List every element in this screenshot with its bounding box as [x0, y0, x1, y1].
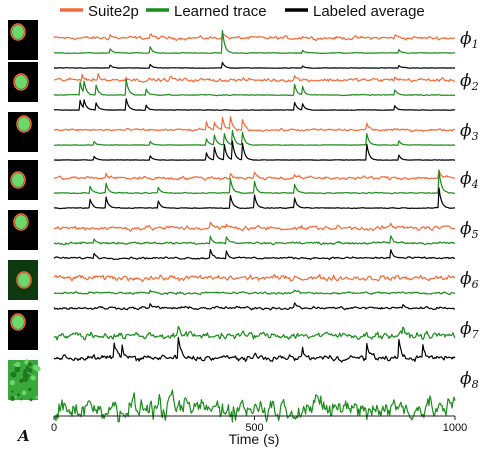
series-line-suite2p-row-1	[53, 33, 456, 42]
series-line-labeled-average-row-4	[53, 187, 456, 210]
series-line-suite2p-row-3	[53, 116, 456, 133]
series-line-suite2p-row-5	[53, 221, 456, 232]
cell-thumbnails	[8, 20, 41, 402]
series-line-labeled-average-row-6	[53, 302, 456, 311]
x-tick-label: 1000	[443, 422, 467, 434]
cell-thumbnail-4	[8, 160, 38, 200]
legend-label-learned-trace: Learned trace	[174, 3, 267, 20]
series-line-learned-trace-row-1	[53, 29, 456, 55]
row-label-2: ϕ2	[460, 71, 479, 93]
row-label-3: ϕ3	[460, 121, 479, 143]
row-label-symbol: ϕ	[460, 269, 472, 289]
row-label-5: ϕ5	[460, 219, 479, 241]
x-axis: 0 500 1000 Time (s)	[51, 415, 467, 447]
cell-thumbnail-2	[8, 62, 38, 102]
row-label-symbol: ϕ	[460, 319, 472, 339]
cell-thumbnail-6	[8, 260, 38, 300]
series-line-labeled-average-row-7	[53, 336, 456, 363]
series-line-suite2p-row-4	[53, 169, 456, 181]
series-line-learned-trace-row-2	[54, 78, 455, 97]
series-line-learned-trace-row-5	[53, 235, 456, 246]
series-line-labeled-average-row-2	[54, 98, 456, 112]
trace-row-4	[53, 169, 456, 210]
series-line-suite2p-row-2	[53, 73, 456, 83]
row-label-6: ϕ6	[460, 269, 479, 291]
row-label-symbol: ϕ	[460, 71, 472, 91]
cell-thumbnail-1	[8, 20, 38, 60]
cell-thumbnail-8	[8, 359, 41, 402]
series-line-learned-trace-row-3	[53, 130, 456, 146]
row-label-symbol: ϕ	[460, 169, 472, 189]
x-tick-label: 0	[51, 422, 57, 434]
trace-row-8	[53, 389, 456, 423]
row-label-subscript: 1	[472, 38, 479, 51]
row-label-subscript: 4	[471, 178, 479, 191]
row-label-subscript: 6	[472, 278, 479, 291]
series-line-learned-trace-row-4	[53, 169, 456, 195]
row-label-1: ϕ1	[460, 29, 479, 51]
panel-label: A	[16, 427, 30, 445]
row-label-subscript: 2	[471, 80, 479, 93]
row-label-symbol: ϕ	[460, 369, 472, 389]
row-label-8: ϕ8	[460, 369, 479, 391]
row-label-subscript: 8	[472, 378, 479, 391]
series-line-learned-trace-row-6	[53, 289, 456, 296]
legend-label-labeled-average: Labeled average	[313, 3, 425, 20]
trace-row-1	[53, 29, 456, 69]
series-line-learned-trace-row-8	[53, 389, 456, 423]
cell-thumbnail-5	[8, 210, 38, 250]
row-label-4: ϕ4	[460, 169, 479, 191]
trace-row-5	[53, 221, 456, 261]
legend: Suite2p Learned trace Labeled average	[60, 3, 425, 20]
x-ticks: 0 500 1000	[51, 416, 467, 434]
row-label-symbol: ϕ	[460, 29, 472, 49]
trace-row-2	[53, 73, 456, 112]
trace-row-7	[53, 325, 456, 363]
row-label-symbol: ϕ	[460, 219, 472, 239]
row-label-symbol: ϕ	[460, 121, 472, 141]
series-line-labeled-average-row-1	[53, 61, 456, 69]
series-line-suite2p-row-6	[53, 273, 456, 283]
cell-thumbnail-3	[8, 112, 38, 152]
x-axis-label: Time (s)	[229, 431, 280, 447]
series-line-labeled-average-row-3	[54, 140, 456, 161]
row-label-subscript: 7	[472, 328, 479, 341]
trace-row-3	[53, 116, 456, 161]
row-label-7: ϕ7	[460, 319, 479, 341]
x-tick-label: 500	[245, 422, 263, 434]
trace-row-6	[53, 273, 456, 311]
series-line-labeled-average-row-5	[53, 249, 455, 261]
series-line-learned-trace-row-7	[53, 325, 456, 341]
row-label-subscript: 3	[472, 130, 479, 143]
trace-rows	[53, 29, 456, 423]
cell-thumbnail-7	[8, 310, 38, 350]
legend-label-suite2p: Suite2p	[88, 3, 139, 20]
row-label-subscript: 5	[472, 228, 479, 241]
